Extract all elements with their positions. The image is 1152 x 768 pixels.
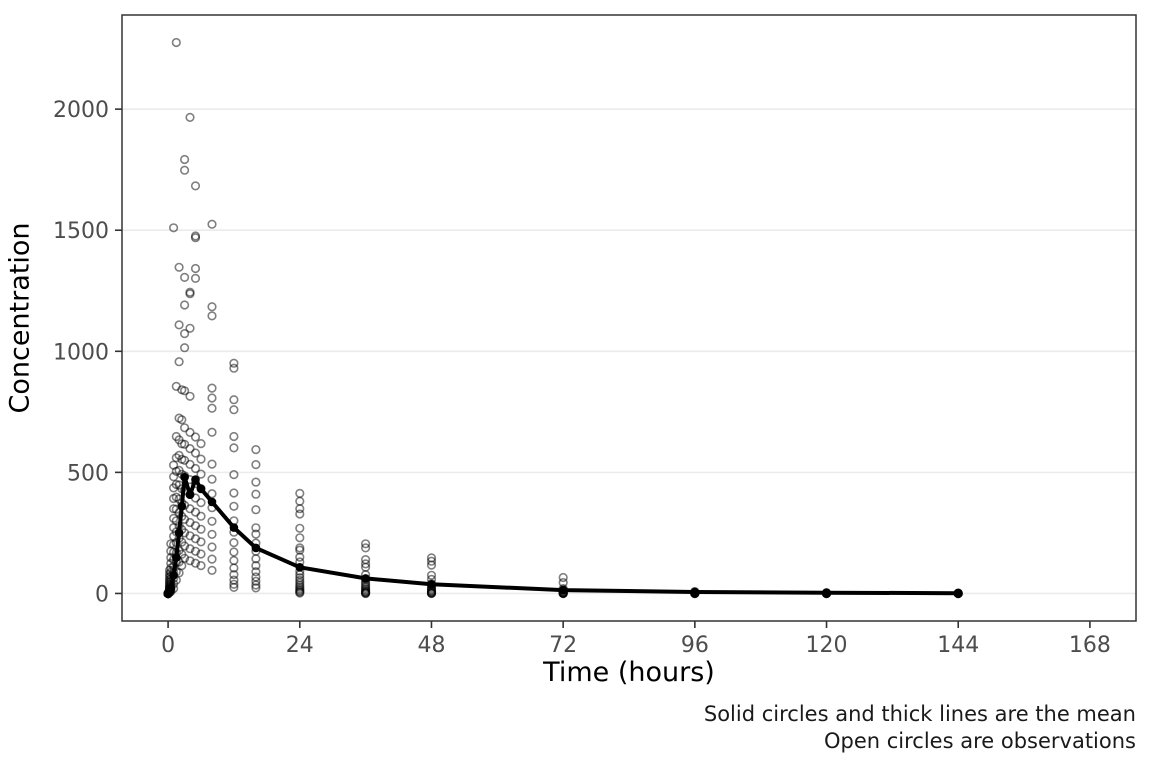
gridlines [122, 108, 1136, 595]
svg-text:168: 168 [1069, 633, 1111, 658]
svg-text:0: 0 [161, 633, 175, 658]
svg-text:144: 144 [937, 633, 979, 658]
svg-text:2000: 2000 [53, 98, 109, 123]
svg-text:500: 500 [67, 461, 109, 486]
panel-border [121, 14, 1137, 622]
svg-text:72: 72 [549, 633, 577, 658]
svg-text:0: 0 [95, 582, 109, 607]
caption-line-2: Open circles are observations [823, 729, 1136, 753]
x-axis-ticks: 0 24 48 72 96 120 144 168 [161, 621, 1111, 658]
panel-background [122, 15, 1136, 621]
svg-text:1500: 1500 [53, 219, 109, 244]
y-axis-ticks: 0 500 1000 1500 2000 [53, 98, 122, 607]
svg-text:24: 24 [286, 633, 314, 658]
x-axis-title: Time (hours) [543, 657, 715, 688]
svg-text:120: 120 [806, 633, 848, 658]
svg-text:48: 48 [417, 633, 445, 658]
mean-points [163, 472, 963, 598]
caption-line-1: Solid circles and thick lines are the me… [703, 702, 1136, 726]
svg-text:96: 96 [681, 633, 709, 658]
y-axis-title: Concentration [4, 222, 36, 414]
svg-text:1000: 1000 [53, 340, 109, 365]
plot-caption: Solid circles and thick lines are the me… [704, 701, 1136, 755]
